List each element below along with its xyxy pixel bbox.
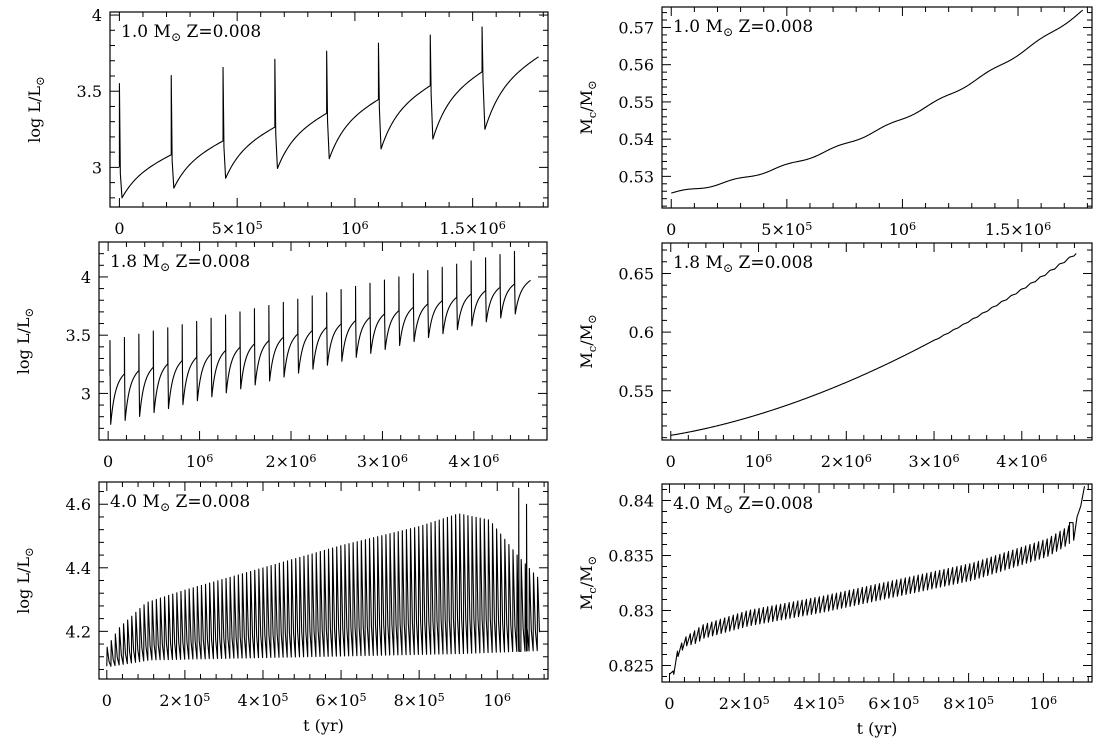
x-tick-label: 3×106 bbox=[357, 452, 408, 471]
x-tick-label: 5×105 bbox=[212, 219, 263, 238]
panel-label: 4.0 M⊙ Z=0.008 bbox=[110, 492, 250, 514]
y-tick-label: 4.4 bbox=[66, 559, 91, 578]
y-tick-label: 3.5 bbox=[66, 326, 91, 345]
y-tick-label: 0.835 bbox=[608, 547, 654, 566]
x-tick-label: 0 bbox=[102, 691, 112, 710]
y-tick-label: 0.54 bbox=[618, 130, 654, 149]
y-tick-label: 0.83 bbox=[618, 602, 654, 621]
x-tick-label: 106 bbox=[186, 452, 213, 471]
y-tick-label: 0.53 bbox=[618, 167, 654, 186]
plot-frame bbox=[661, 242, 1093, 441]
y-axis-label: Mc/M⊙ bbox=[577, 314, 599, 368]
x-tick-label: 0 bbox=[103, 452, 113, 471]
series-line bbox=[118, 26, 539, 199]
y-tick-label: 4 bbox=[81, 268, 91, 287]
panel-1: 0 5×105 106 1.5×106 3 3.5 4 1.0 M⊙ Z=0.008 log L… bbox=[25, 6, 549, 238]
x-tick-label: 1.5×106 bbox=[439, 219, 505, 238]
y-axis-label: log L/L⊙ bbox=[14, 547, 36, 613]
x-tick-label: 106 bbox=[341, 219, 368, 238]
x-tick-label: 4×105 bbox=[794, 694, 845, 713]
plot-frame bbox=[661, 483, 1093, 683]
y-tick-label: 4.2 bbox=[66, 622, 91, 641]
plot-frame bbox=[109, 11, 549, 208]
panel-label: 4.0 M⊙ Z=0.008 bbox=[673, 494, 813, 516]
series-line bbox=[106, 487, 541, 667]
plot-frame bbox=[98, 241, 548, 441]
y-axis-label: Mc/M⊙ bbox=[577, 556, 599, 610]
y-tick-label: 4 bbox=[92, 6, 102, 25]
x-tick-label: 4×106 bbox=[996, 452, 1047, 471]
y-axis-label: log L/L⊙ bbox=[14, 308, 36, 374]
panel-label: 1.8 M⊙ Z=0.008 bbox=[673, 253, 813, 275]
x-tick-label: 5×105 bbox=[761, 220, 812, 239]
x-tick-label: 0 bbox=[114, 219, 124, 238]
x-tick-label: 2×106 bbox=[821, 452, 872, 471]
x-tick-label: 8×105 bbox=[394, 691, 445, 710]
x-tick-label: 106 bbox=[484, 691, 511, 710]
y-tick-label: 0.57 bbox=[618, 18, 654, 37]
x-tick-label: 106 bbox=[1030, 694, 1057, 713]
y-axis-label: log L/L⊙ bbox=[25, 76, 47, 142]
x-tick-label: 8×105 bbox=[943, 694, 994, 713]
x-tick-label: 0 bbox=[666, 220, 676, 239]
y-tick-label: 0.55 bbox=[618, 93, 654, 112]
x-tick-label: 3×106 bbox=[909, 452, 960, 471]
x-tick-label: 106 bbox=[745, 452, 772, 471]
series-line bbox=[671, 9, 1084, 194]
panel-3: 0 106 2×106 3×106 4×106 3 3.5 4 1.8 M⊙ Z=0.008 lo… bbox=[14, 241, 548, 471]
x-tick-label: 1.5×106 bbox=[985, 220, 1051, 239]
y-tick-label: 0.84 bbox=[618, 492, 654, 511]
y-tick-label: 3 bbox=[81, 384, 91, 403]
panel-label: 1.0 M⊙ Z=0.008 bbox=[673, 17, 813, 39]
panel-4: 0 106 2×106 3×106 4×106 0.55 0.6 0.65 1.8 M⊙ Z=0… bbox=[577, 242, 1093, 471]
x-axis-label: t (yr) bbox=[857, 719, 898, 738]
panel-label: 1.8 M⊙ Z=0.008 bbox=[110, 252, 250, 274]
x-tick-label: 0 bbox=[666, 452, 676, 471]
x-tick-label: 2×105 bbox=[719, 694, 770, 713]
y-tick-label: 0.825 bbox=[608, 657, 654, 676]
y-tick-label: 3 bbox=[92, 158, 102, 177]
plot-frame bbox=[661, 6, 1093, 209]
y-tick-label: 3.5 bbox=[77, 82, 102, 101]
x-tick-label: 6×105 bbox=[316, 691, 367, 710]
x-tick-label: 0 bbox=[664, 694, 674, 713]
series-line bbox=[669, 486, 1086, 675]
series-line bbox=[670, 253, 1077, 436]
y-tick-label: 0.6 bbox=[629, 323, 654, 342]
y-axis-label: Mc/M⊙ bbox=[577, 80, 599, 134]
x-tick-label: 2×106 bbox=[265, 452, 316, 471]
y-tick-label: 0.65 bbox=[618, 264, 654, 283]
x-tick-label: 6×105 bbox=[868, 694, 919, 713]
y-tick-label: 4.6 bbox=[66, 495, 91, 514]
panel-5: 0 2×105 4×105 6×105 8×105 106 4.2 4.4 4.6 4.0 M⊙ … bbox=[14, 481, 549, 735]
x-tick-label: 4×105 bbox=[237, 691, 288, 710]
x-tick-label: 4×106 bbox=[448, 452, 499, 471]
panel-label: 1.0 M⊙ Z=0.008 bbox=[121, 22, 261, 44]
x-tick-label: 106 bbox=[889, 220, 916, 239]
series-line bbox=[109, 250, 531, 425]
x-tick-label: 2×105 bbox=[159, 691, 210, 710]
panel-2: 0 5×105 106 1.5×106 0.53 0.54 0.55 0.56 0.57 1.0 … bbox=[577, 6, 1093, 239]
y-tick-label: 0.55 bbox=[618, 382, 654, 401]
panel-6: 0 2×105 4×105 6×105 8×105 106 0.825 0.83 0.835 0.… bbox=[577, 483, 1093, 738]
y-tick-label: 0.56 bbox=[618, 56, 654, 75]
x-axis-label: t (yr) bbox=[303, 716, 344, 735]
